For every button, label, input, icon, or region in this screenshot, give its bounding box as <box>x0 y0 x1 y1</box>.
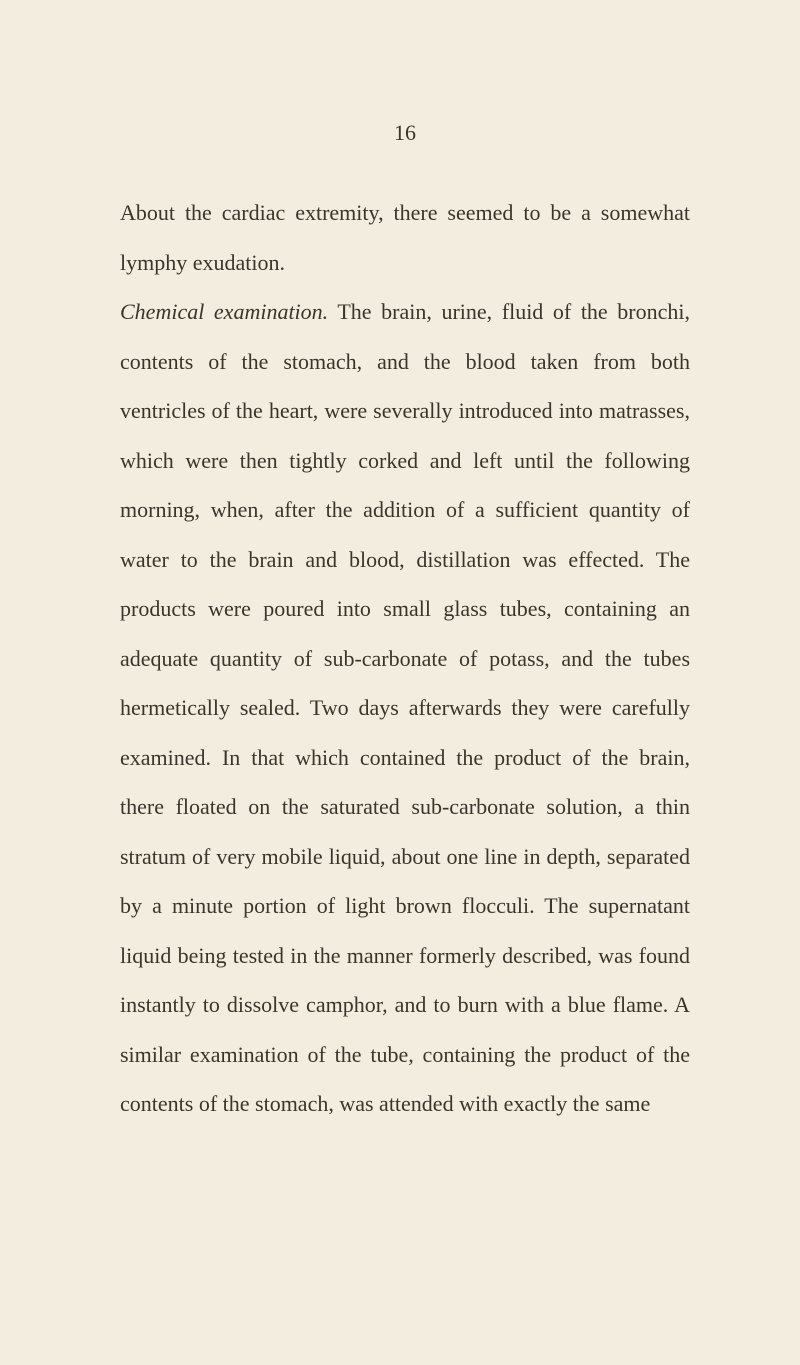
page-number: 16 <box>120 120 690 146</box>
page-container: 16 About the cardiac extremity, there se… <box>0 0 800 1209</box>
paragraph-2-lead: Chemical examination. <box>120 299 328 324</box>
body-text: About the cardiac extremity, there seeme… <box>120 188 690 1129</box>
paragraph-1: About the cardiac extremity, there seeme… <box>120 200 690 275</box>
paragraph-2-body: The brain, urine, fluid of the bronchi, … <box>120 299 690 1116</box>
